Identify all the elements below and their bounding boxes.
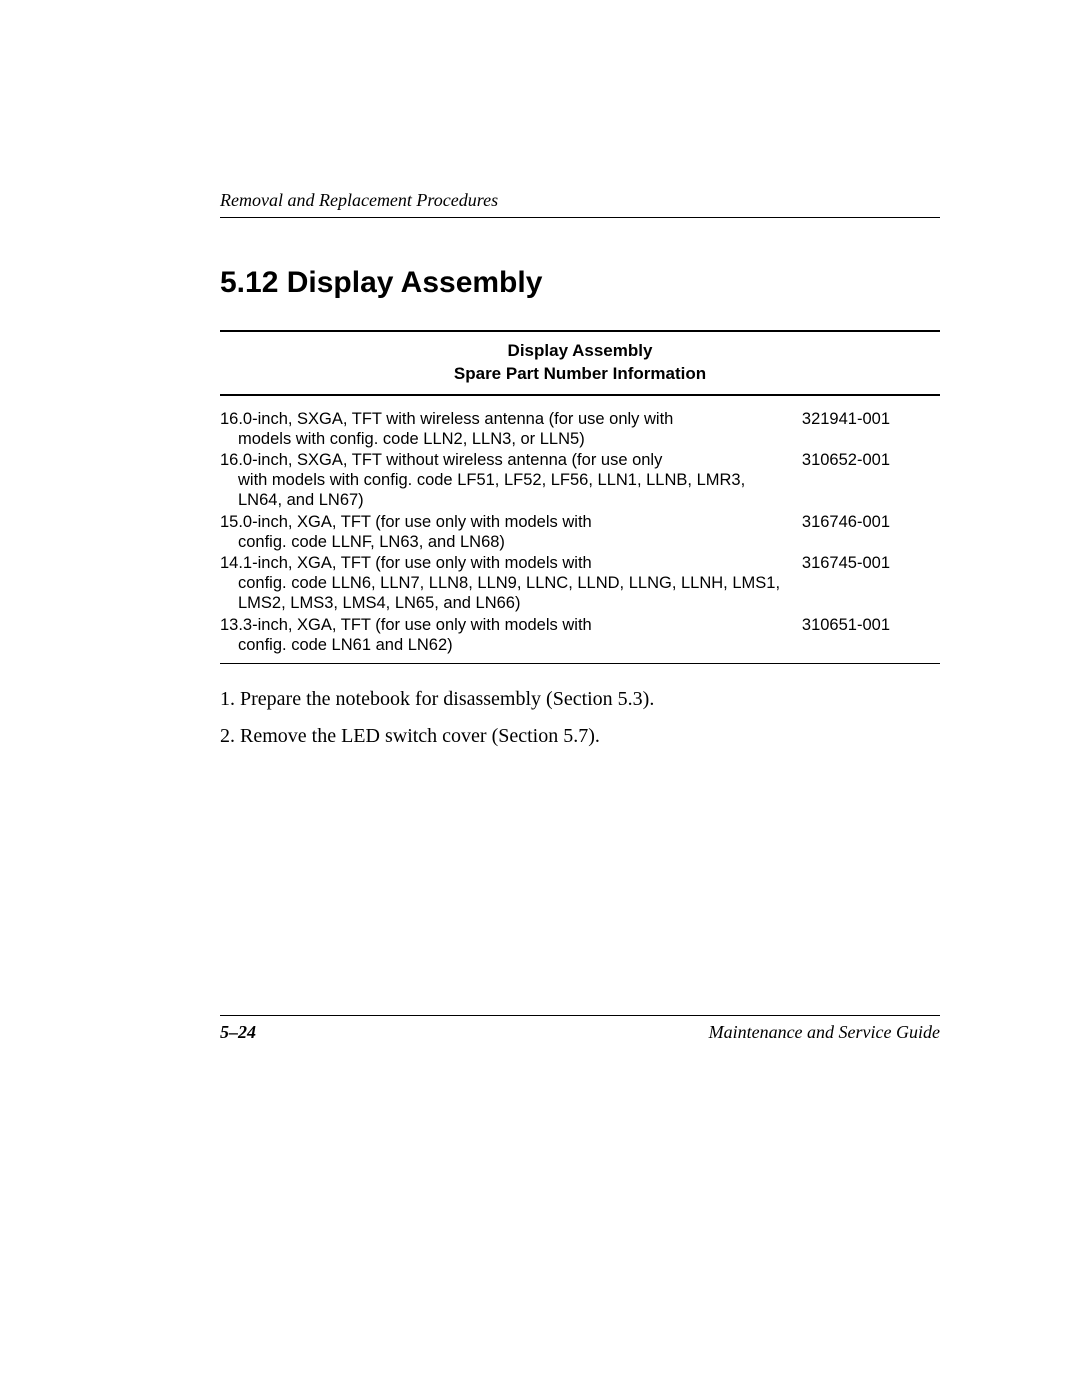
desc-line: 14.1-inch, XGA, TFT (for use only with m…	[220, 554, 592, 572]
step-1: 1. Prepare the notebook for disassembly …	[220, 684, 940, 715]
desc-line: config. code LLNF, LN63, and LN68)	[220, 533, 782, 553]
desc-line: with models with config. code LF51, LF52…	[220, 471, 782, 511]
part-number: 316745-001	[802, 554, 940, 574]
page-footer: 5–24 Maintenance and Service Guide	[220, 1015, 940, 1043]
part-number: 316746-001	[802, 513, 940, 533]
table-row: 13.3-inch, XGA, TFT (for use only with m…	[220, 616, 940, 656]
desc-line: 13.3-inch, XGA, TFT (for use only with m…	[220, 616, 592, 634]
part-number: 310652-001	[802, 451, 940, 471]
page-number: 5–24	[220, 1022, 256, 1043]
desc-line: 16.0-inch, SXGA, TFT without wireless an…	[220, 451, 662, 469]
table-title-line1: Display Assembly	[508, 341, 653, 360]
part-number: 321941-001	[802, 410, 940, 430]
part-number: 310651-001	[802, 616, 940, 636]
procedure-steps: 1. Prepare the notebook for disassembly …	[220, 684, 940, 752]
desc-line: models with config. code LLN2, LLN3, or …	[220, 430, 782, 450]
table-title-line2: Spare Part Number Information	[454, 364, 706, 383]
table-row: 16.0-inch, SXGA, TFT without wireless an…	[220, 451, 940, 510]
spare-part-table: Display Assembly Spare Part Number Infor…	[220, 330, 940, 664]
running-header: Removal and Replacement Procedures	[220, 190, 940, 218]
table-row: 14.1-inch, XGA, TFT (for use only with m…	[220, 554, 940, 613]
part-description: 16.0-inch, SXGA, TFT without wireless an…	[220, 451, 802, 510]
table-title: Display Assembly Spare Part Number Infor…	[220, 332, 940, 396]
desc-line: 15.0-inch, XGA, TFT (for use only with m…	[220, 513, 592, 531]
guide-title: Maintenance and Service Guide	[709, 1022, 940, 1043]
table-row: 16.0-inch, SXGA, TFT with wireless anten…	[220, 410, 940, 450]
step-2: 2. Remove the LED switch cover (Section …	[220, 721, 940, 752]
part-description: 13.3-inch, XGA, TFT (for use only with m…	[220, 616, 802, 656]
part-description: 14.1-inch, XGA, TFT (for use only with m…	[220, 554, 802, 613]
desc-line: 16.0-inch, SXGA, TFT with wireless anten…	[220, 410, 673, 428]
section-heading: 5.12 Display Assembly	[220, 266, 940, 300]
part-description: 16.0-inch, SXGA, TFT with wireless anten…	[220, 410, 802, 450]
desc-line: config. code LN61 and LN62)	[220, 636, 782, 656]
desc-line: config. code LLN6, LLN7, LLN8, LLN9, LLN…	[220, 574, 782, 614]
table-row: 15.0-inch, XGA, TFT (for use only with m…	[220, 513, 940, 553]
part-description: 15.0-inch, XGA, TFT (for use only with m…	[220, 513, 802, 553]
